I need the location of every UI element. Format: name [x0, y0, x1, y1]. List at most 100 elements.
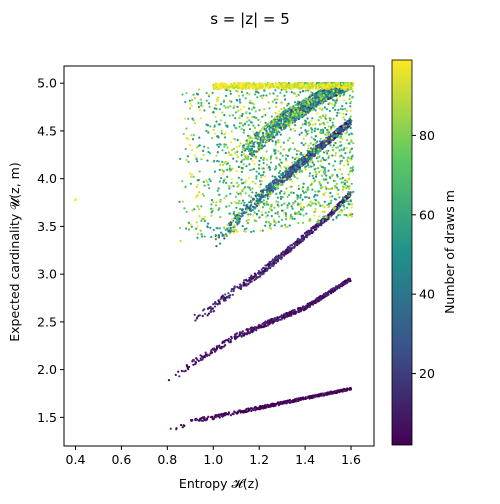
data-point	[248, 194, 251, 197]
data-point	[223, 413, 226, 416]
data-point	[251, 145, 254, 148]
data-point	[259, 120, 262, 124]
data-point	[207, 312, 210, 315]
data-point	[253, 272, 256, 275]
data-point	[202, 153, 205, 157]
data-point	[318, 140, 322, 143]
data-point	[242, 144, 245, 147]
data-point	[298, 168, 301, 171]
data-point	[255, 131, 258, 134]
data-point	[227, 411, 231, 414]
data-point	[241, 113, 244, 116]
data-point	[329, 215, 332, 218]
data-point	[264, 224, 267, 227]
data-point	[225, 205, 228, 208]
data-point	[293, 120, 296, 123]
data-point	[328, 142, 331, 145]
data-point	[304, 89, 307, 92]
data-point	[276, 185, 279, 188]
data-point	[291, 246, 294, 249]
data-point	[242, 131, 245, 134]
data-point	[310, 229, 313, 232]
data-point	[271, 181, 274, 184]
data-point	[290, 91, 293, 94]
data-point	[285, 173, 288, 176]
data-point	[213, 159, 216, 162]
data-point	[259, 192, 262, 195]
data-point	[324, 185, 327, 188]
data-point	[220, 177, 223, 180]
data-point	[267, 101, 270, 104]
data-point	[302, 214, 305, 217]
data-point	[266, 268, 269, 271]
data-point	[275, 131, 278, 135]
data-point	[273, 402, 276, 406]
data-point	[348, 203, 351, 206]
data-point	[169, 427, 172, 430]
data-point	[291, 217, 294, 220]
data-point	[258, 216, 261, 219]
data-point	[258, 163, 261, 166]
data-point	[250, 329, 253, 332]
data-point	[202, 180, 205, 183]
data-point	[272, 258, 275, 261]
data-point	[299, 241, 302, 244]
data-point	[295, 153, 298, 156]
data-point	[339, 107, 342, 111]
data-point	[305, 236, 308, 239]
data-point	[259, 136, 262, 140]
data-point	[327, 217, 330, 220]
data-point	[326, 152, 329, 155]
data-point	[74, 198, 77, 202]
data-point	[210, 235, 213, 239]
data-point	[232, 147, 235, 150]
data-point	[286, 251, 289, 254]
data-point	[214, 104, 217, 107]
data-point	[187, 221, 190, 225]
data-point	[321, 102, 324, 105]
data-point	[301, 186, 305, 189]
data-point	[314, 146, 318, 149]
data-point	[332, 212, 335, 215]
data-point	[282, 251, 285, 254]
data-point	[254, 110, 257, 113]
data-point	[257, 272, 260, 275]
data-point	[193, 154, 196, 157]
data-point	[247, 124, 250, 127]
data-point	[279, 152, 282, 155]
data-point	[334, 151, 337, 154]
data-point	[314, 101, 317, 104]
data-point	[246, 328, 249, 331]
data-point	[208, 354, 211, 357]
data-point	[337, 207, 340, 210]
data-point	[245, 219, 248, 222]
data-point	[265, 194, 268, 197]
data-point	[260, 268, 263, 271]
data-point	[229, 414, 232, 417]
data-point	[221, 169, 224, 172]
data-point	[291, 207, 294, 210]
data-point	[300, 187, 304, 191]
data-point	[182, 370, 186, 373]
data-point	[223, 143, 226, 146]
data-point	[344, 107, 347, 110]
data-point	[299, 91, 302, 94]
data-point	[289, 244, 292, 247]
data-point	[321, 114, 324, 117]
data-point	[319, 394, 322, 397]
data-point	[317, 393, 320, 396]
data-point	[327, 213, 330, 216]
data-point	[254, 328, 257, 331]
data-point	[275, 261, 278, 265]
data-point	[326, 203, 329, 207]
data-point	[211, 137, 214, 140]
data-point	[255, 136, 258, 139]
data-point	[314, 104, 317, 107]
data-point	[297, 187, 301, 190]
data-point	[245, 211, 248, 214]
data-point	[274, 183, 277, 186]
data-point	[319, 99, 322, 102]
data-point	[185, 210, 188, 213]
data-point	[304, 165, 307, 168]
